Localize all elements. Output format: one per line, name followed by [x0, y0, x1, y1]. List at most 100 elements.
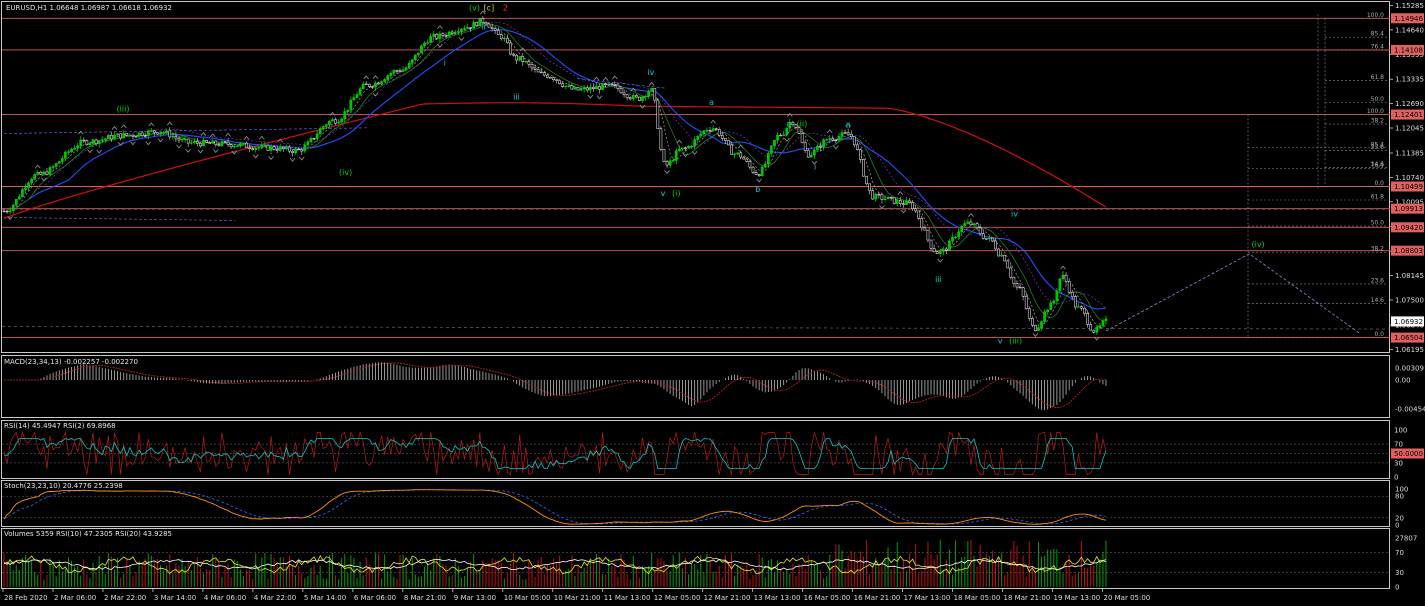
candle-body	[981, 233, 985, 239]
candle-body	[607, 83, 611, 85]
candle-body	[447, 31, 451, 37]
candle	[466, 23, 469, 29]
candle-body	[733, 153, 736, 156]
candle-body	[383, 79, 386, 82]
candle-body	[576, 87, 580, 91]
candle	[79, 136, 83, 150]
volume-panel-frame	[1, 528, 1390, 589]
candle	[223, 140, 227, 144]
candle-body	[892, 197, 896, 204]
candle-body	[988, 237, 991, 240]
candle-body	[1031, 318, 1034, 326]
candle-body	[546, 74, 549, 78]
candle	[321, 125, 325, 131]
candle	[595, 82, 598, 90]
fractal-up-marker	[648, 81, 655, 86]
candle-body	[14, 198, 18, 206]
candle-body	[171, 135, 175, 138]
candle-body	[506, 37, 509, 44]
candle	[306, 139, 310, 146]
candle-body	[613, 84, 617, 86]
candle	[800, 129, 804, 144]
candle-body	[251, 148, 254, 150]
candle-body	[573, 87, 577, 90]
candle-body	[140, 132, 144, 136]
candle-body	[797, 127, 801, 134]
time-tick-label: 17 Mar 13:00	[904, 594, 951, 602]
candle-body	[208, 142, 211, 144]
candle-body	[475, 22, 479, 27]
candle-body	[364, 83, 368, 86]
macd-header: MACD(23,34,13) -0.002257 -0.002270	[4, 358, 138, 366]
candle-body	[414, 54, 417, 60]
candle	[334, 117, 337, 126]
candle-body	[941, 248, 945, 252]
candle	[911, 200, 914, 211]
candle	[530, 63, 534, 72]
candle	[137, 132, 141, 139]
candle-body	[294, 148, 297, 153]
candle-body	[604, 83, 607, 85]
candle	[88, 141, 92, 148]
fractal-markers	[7, 10, 1100, 341]
candle-body	[911, 202, 914, 209]
candle	[831, 135, 835, 142]
candle	[724, 137, 727, 144]
wave-label: ii	[846, 121, 850, 130]
candle-body	[134, 136, 138, 138]
candle	[564, 85, 568, 89]
candle	[859, 148, 862, 164]
stoch-header: Stoch(23,23,10) 20.4776 25.2398	[4, 482, 123, 490]
candle	[684, 146, 687, 152]
fractal-up-marker	[897, 191, 904, 195]
candle	[103, 138, 107, 143]
candle	[414, 54, 417, 62]
candle	[346, 109, 350, 116]
candle-body	[450, 31, 454, 34]
candle	[1018, 283, 1022, 289]
wave-label: (iv)	[1251, 240, 1264, 249]
candle	[14, 198, 18, 208]
candle	[122, 129, 126, 139]
candle-body	[153, 130, 156, 133]
candle-body	[966, 221, 970, 224]
candle	[303, 141, 307, 153]
candle-body	[116, 133, 119, 136]
level-price-box-label: 1.08803	[1394, 247, 1423, 255]
candle-body	[232, 145, 236, 148]
candle	[214, 140, 218, 148]
candle	[226, 138, 230, 148]
candle	[18, 193, 21, 200]
candle	[656, 98, 660, 130]
candle-body	[567, 85, 571, 87]
candle	[1000, 251, 1003, 258]
candle-body	[1089, 324, 1092, 331]
candle-body	[668, 160, 672, 166]
candle-body	[862, 159, 865, 177]
candle	[785, 127, 789, 137]
candle	[773, 139, 776, 150]
candle-body	[466, 27, 469, 29]
price-tick-label: 1.12690	[1395, 100, 1424, 108]
candle	[21, 187, 24, 198]
candle-body	[831, 138, 835, 141]
candle	[324, 123, 328, 129]
candle	[1077, 302, 1080, 308]
candle	[153, 130, 156, 137]
candle	[490, 24, 494, 32]
candle-body	[217, 144, 221, 146]
candle	[1012, 276, 1016, 288]
candle-body	[825, 139, 828, 141]
candle	[42, 170, 46, 176]
candle	[73, 144, 76, 150]
candle-body	[352, 97, 356, 101]
fractal-up-marker	[363, 75, 370, 80]
candle-body	[503, 37, 506, 40]
fractal-down-marker	[145, 141, 152, 146]
wave-label: v	[661, 189, 666, 198]
fib-right-label: 61.8	[1371, 74, 1385, 81]
candle	[162, 131, 165, 136]
candle-body	[377, 82, 380, 85]
candle-body	[269, 146, 273, 151]
